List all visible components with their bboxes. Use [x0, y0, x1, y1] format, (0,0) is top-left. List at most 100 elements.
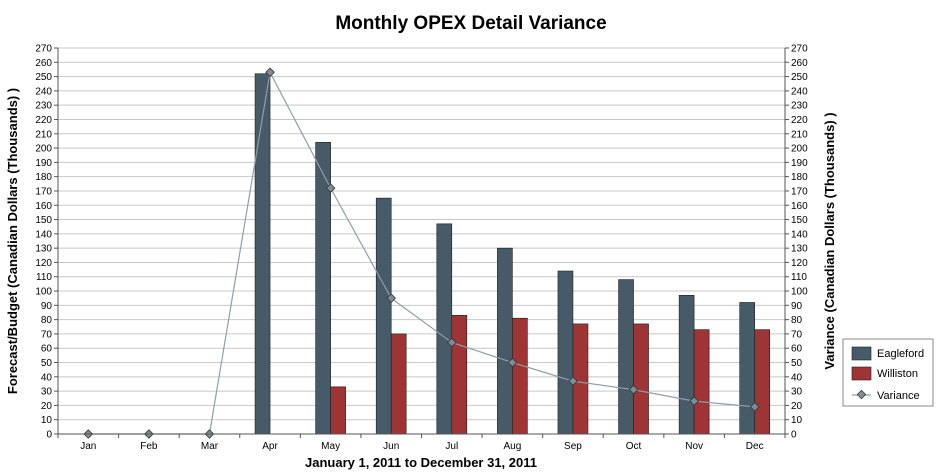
x-tick-label-mar: Mar	[201, 441, 219, 452]
x-tick-label-sep: Sep	[564, 441, 582, 452]
y-left-tick-label-0: 0	[46, 430, 52, 441]
point-variance-jun	[386, 293, 397, 303]
x-tick-label-feb: Feb	[140, 441, 158, 452]
bar-eagleford-apr	[254, 73, 271, 435]
y-right-tick-label-230: 230	[791, 101, 808, 112]
y-right-tick-label-150: 150	[791, 215, 808, 226]
y-left-tick-label-20: 20	[41, 401, 53, 412]
variance-line	[83, 67, 760, 439]
y-left-tick-label-120: 120	[35, 258, 52, 269]
point-variance-dec	[749, 402, 760, 412]
y-left-tick-label-220: 220	[35, 115, 52, 126]
y-axis-left-title: Forecast/Budget (Canadian Dollars (Thous…	[5, 88, 20, 394]
y-left-tick-label-200: 200	[35, 144, 52, 155]
y-left-tick-label-100: 100	[35, 287, 52, 298]
bar-eagleford-jun	[375, 197, 392, 435]
y-right-tick-label-40: 40	[791, 372, 803, 383]
y-left-tick-label-40: 40	[41, 372, 53, 383]
y-right-tick-label-140: 140	[791, 229, 808, 240]
y-left-tick-label-10: 10	[41, 415, 53, 426]
point-variance-may	[325, 183, 336, 193]
y-left-tick-label-150: 150	[35, 215, 52, 226]
x-axis-ticks: Jan Feb Mar Apr May Jun Jul Aug Sep Oct Nov Dec	[80, 441, 763, 452]
y-right-tick-label-70: 70	[791, 329, 803, 340]
legend-label-williston: Williston	[877, 368, 918, 380]
legend: Eagleford Williston Variance	[842, 338, 934, 407]
y-left-tick-label-60: 60	[41, 344, 53, 355]
y-left-tick-label-80: 80	[41, 315, 53, 326]
legend-swatch-eagleford	[851, 346, 872, 361]
bar-eagleford-aug	[497, 247, 513, 435]
point-variance-apr	[265, 67, 275, 78]
y-right-tick-label-110: 110	[791, 272, 807, 283]
y-right-tick-label-120: 120	[791, 258, 808, 269]
y-left-tick-label-230: 230	[35, 101, 52, 112]
y-left-tick-label-250: 250	[35, 72, 52, 83]
bar-williston-oct	[633, 323, 649, 435]
y-left-tick-label-270: 270	[35, 44, 52, 55]
bar-eagleford-sep	[557, 270, 574, 435]
x-tick-label-dec: Dec	[746, 441, 764, 452]
y-right-tick-label-80: 80	[791, 315, 803, 326]
y-left-tick-label-170: 170	[35, 186, 52, 197]
chart-title: Monthly OPEX Detail Variance	[335, 13, 606, 34]
x-tick-label-jul: Jul	[445, 441, 458, 452]
y-axis-left-ticks: 0 10 20 30 40 50 60 70 80 90 100 110 120 130 140 150 160…	[35, 44, 52, 441]
legend-marker-variance	[856, 389, 867, 400]
y-right-tick-label-90: 90	[791, 301, 803, 312]
legend-label-eagleford: Eagleford	[877, 348, 924, 360]
x-tick-label-jun: Jun	[383, 441, 399, 452]
y-axis-right-ticks: 0 10 20 30 40 50 60 70 80 90 100 110 120 130 140 150 160…	[791, 44, 808, 441]
y-left-tick-label-30: 30	[41, 387, 53, 398]
y-right-tick-label-130: 130	[791, 244, 808, 255]
bar-williston-aug	[512, 317, 528, 435]
point-variance-aug	[507, 357, 518, 368]
y-right-tick-label-170: 170	[791, 186, 808, 197]
y-right-tick-label-240: 240	[791, 86, 808, 97]
y-axis-right-title: Variance (Canadian Dollars (Thousands) )	[822, 112, 837, 369]
bars	[254, 73, 771, 435]
y-left-tick-label-50: 50	[41, 358, 53, 369]
bar-williston-jun	[390, 333, 407, 435]
y-left-tick-label-70: 70	[41, 329, 53, 340]
y-right-tick-label-100: 100	[791, 287, 808, 298]
point-variance-jul	[446, 337, 457, 348]
y-left-tick-label-90: 90	[41, 301, 53, 312]
bar-williston-may	[330, 386, 346, 435]
line-variance	[88, 70, 755, 435]
x-tick-label-jan: Jan	[80, 441, 96, 452]
y-left-tick-label-240: 240	[35, 86, 52, 97]
y-right-tick-label-60: 60	[791, 344, 803, 355]
legend-label-variance: Variance	[877, 390, 920, 402]
y-right-tick-label-210: 210	[791, 129, 808, 140]
y-left-tick-label-260: 260	[35, 58, 52, 69]
x-tick-label-aug: Aug	[503, 441, 521, 452]
bar-eagleford-jul	[436, 223, 453, 435]
y-right-tick-label-10: 10	[791, 415, 803, 426]
bar-williston-dec	[754, 329, 771, 435]
y-left-tick-label-140: 140	[35, 229, 52, 240]
bar-williston-jul	[451, 315, 468, 435]
y-left-tick-label-210: 210	[35, 129, 52, 140]
y-right-tick-label-270: 270	[791, 44, 808, 55]
bar-eagleford-oct	[618, 279, 634, 435]
y-right-tick-label-20: 20	[791, 401, 803, 412]
y-right-tick-label-180: 180	[791, 172, 808, 183]
bar-eagleford-nov	[678, 295, 695, 435]
y-left-tick-label-180: 180	[35, 172, 52, 183]
y-right-tick-label-190: 190	[791, 158, 808, 169]
point-variance-oct	[628, 384, 639, 395]
axes	[54, 47, 789, 438]
y-right-tick-label-200: 200	[791, 144, 808, 155]
gridlines	[58, 47, 785, 421]
y-left-tick-label-110: 110	[36, 272, 52, 283]
y-right-tick-label-160: 160	[791, 201, 808, 212]
bar-williston-nov	[693, 329, 710, 435]
x-tick-label-nov: Nov	[685, 441, 703, 452]
x-tick-label-oct: Oct	[626, 441, 642, 452]
y-right-tick-label-250: 250	[791, 72, 808, 83]
legend-swatch-williston	[851, 366, 872, 381]
x-tick-label-apr: Apr	[262, 441, 278, 452]
y-right-tick-label-50: 50	[791, 358, 803, 369]
